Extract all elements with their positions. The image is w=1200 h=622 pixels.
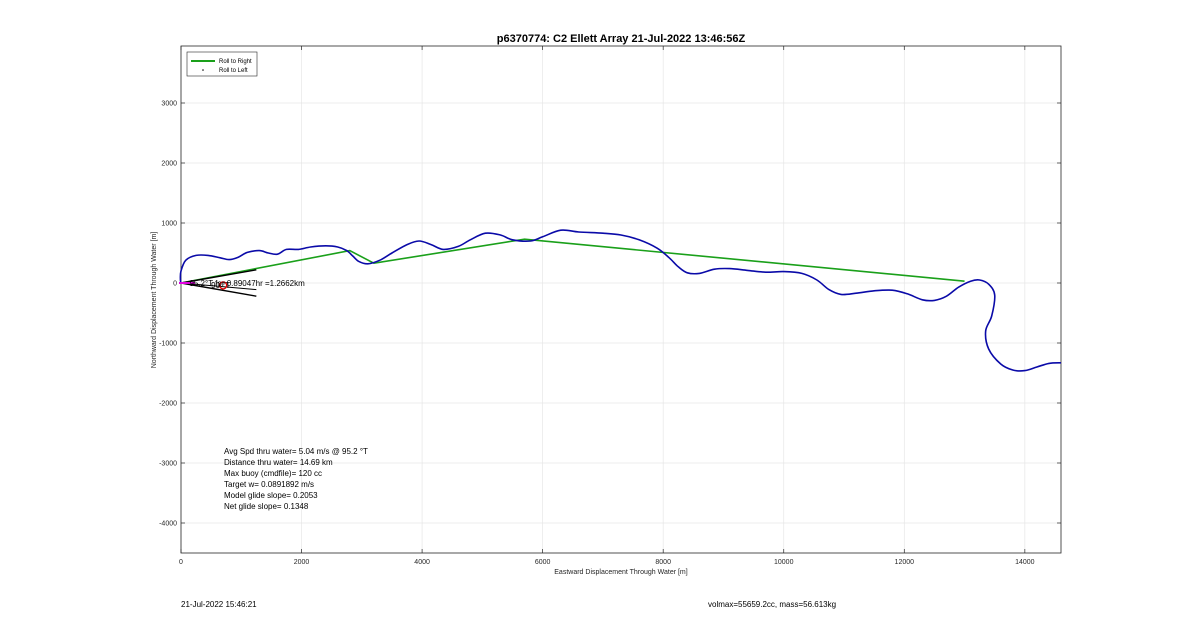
heading-cone-lower [180, 282, 257, 297]
stat-target-w: Target w= 0.0891892 m/s [224, 480, 314, 489]
x-tick-label: 6000 [535, 559, 551, 566]
stats-block: Avg Spd thru water= 5.04 m/s @ 95.2 °T D… [224, 447, 368, 511]
footer-volmax-mass: volmax=55659.2cc, mass=56.613kg [708, 600, 837, 609]
stat-model-glide: Model glide slope= 0.2053 [224, 491, 318, 500]
x-tick-label: 10000 [774, 559, 794, 566]
y-tick-label: 3000 [161, 101, 177, 108]
grid [180, 46, 1061, 553]
heading-annotation-tail: 90 °T [211, 281, 230, 290]
x-tick-label: 4000 [414, 559, 430, 566]
stat-max-buoy: Max buoy (cmdfile)= 120 cc [224, 469, 322, 478]
footer-timestamp: 21-Jul-2022 15:46:21 [181, 600, 257, 609]
y-tick-label: 0 [173, 281, 177, 288]
x-tick-label: 8000 [655, 559, 671, 566]
stat-distance: Distance thru water= 14.69 km [224, 458, 333, 467]
y-axis-label: Northward Displacement Through Water [m] [151, 232, 158, 369]
chart-title: p6370774: C2 Ellett Array 21-Jul-2022 13… [497, 33, 746, 45]
y-tick-label: -1000 [159, 341, 177, 348]
y-tick-label: 1000 [161, 221, 177, 228]
plot-frame [180, 45, 1062, 554]
ticks: 0 2000 4000 6000 8000 10000 12000 14000-4000-30… [159, 46, 1061, 566]
stat-avg-speed: Avg Spd thru water= 5.04 m/s @ 95.2 °T [224, 447, 368, 456]
x-tick-label: 14000 [1015, 559, 1035, 566]
y-tick-label: -4000 [159, 521, 177, 528]
heading-cone-upper [180, 269, 257, 284]
plot-background [181, 46, 1061, 553]
x-axis-label: Eastward Displacement Through Water [m] [554, 569, 687, 576]
target-marker [218, 281, 228, 290]
y-tick-label: -3000 [159, 461, 177, 468]
legend-label-roll-right: Roll to Right [219, 59, 252, 65]
legend[interactable]: Roll to Right Roll to Left [186, 51, 258, 77]
x-tick-label: 12000 [895, 559, 915, 566]
stat-net-glide: Net glide slope= 0.1348 [224, 502, 309, 511]
heading-line [180, 282, 257, 291]
legend-box [186, 51, 258, 77]
x-tick-label: 2000 [294, 559, 310, 566]
y-tick-label: 2000 [161, 161, 177, 168]
series [179, 229, 1062, 372]
series-line-track [179, 229, 1062, 372]
y-tick-label: -2000 [159, 401, 177, 408]
legend-label-roll-left: Roll to Left [219, 68, 248, 74]
legend-swatch-roll-left [202, 69, 204, 71]
x-tick-label: 0 [179, 559, 183, 566]
heading-annotation: 95.2°T for 0.89047hr =1.2662km [189, 279, 305, 288]
